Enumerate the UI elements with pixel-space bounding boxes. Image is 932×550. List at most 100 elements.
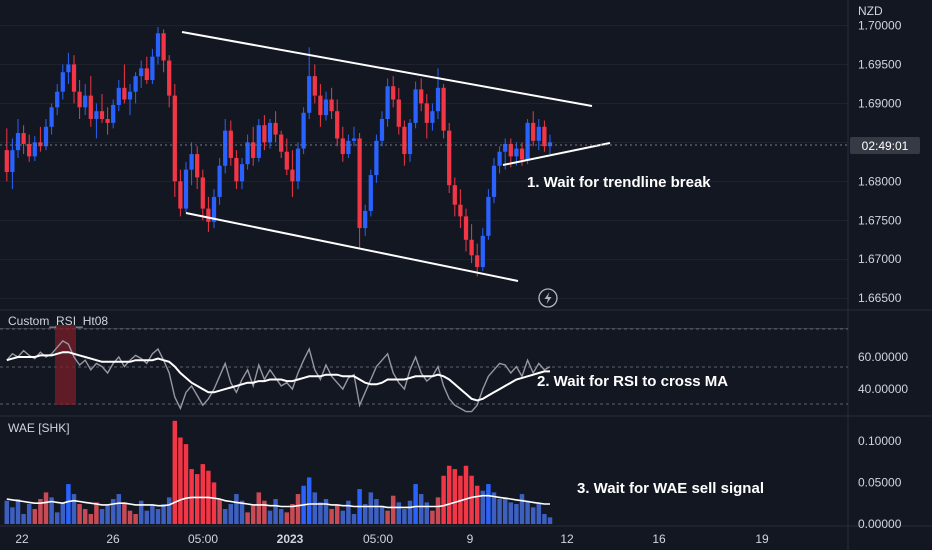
annotation-trendline-break: 1. Wait for trendline break: [527, 174, 711, 191]
candle-body: [183, 169, 189, 209]
wae-bar: [368, 492, 374, 524]
candle-body: [200, 177, 205, 209]
upper-channel-trendline[interactable]: [181, 31, 593, 107]
candle-body: [155, 33, 161, 57]
candle-body: [290, 169, 295, 182]
replay-button[interactable]: [538, 288, 558, 308]
wae-bar: [239, 500, 245, 524]
candle-body: [116, 87, 121, 105]
wae-bar: [519, 494, 525, 524]
candle-body: [111, 104, 116, 123]
candle-body: [133, 76, 138, 92]
candle-body: [542, 126, 547, 147]
candle-body: [329, 99, 334, 112]
candle-body: [245, 142, 250, 165]
wae-bar: [133, 514, 138, 524]
wae-bar: [54, 512, 60, 524]
wae-bar: [318, 502, 323, 524]
wae-bar: [71, 494, 77, 524]
wae-bar: [110, 499, 116, 524]
wae-bar: [435, 497, 441, 524]
wae-bar: [430, 510, 435, 524]
wae-bar: [250, 505, 256, 524]
candle-body: [127, 91, 133, 100]
candle-body: [385, 86, 390, 119]
time-tick-label: 19: [755, 532, 769, 546]
wae-bar: [222, 509, 228, 524]
wae-bar: [189, 469, 194, 524]
wae-bar: [290, 504, 295, 524]
replay-circle[interactable]: [538, 288, 558, 308]
wae-bar: [77, 504, 82, 524]
wae-bar: [15, 499, 21, 524]
candle-body: [295, 148, 301, 182]
rsi-upper-band-line: [0, 328, 848, 329]
candle-body: [32, 142, 37, 157]
wae-bar: [60, 502, 66, 524]
breakout-trendline[interactable]: [502, 142, 611, 166]
wae-bar: [94, 502, 99, 524]
candle-body: [547, 142, 553, 147]
time-tick-label: 12: [560, 532, 574, 546]
time-tick-label: 9: [467, 532, 474, 546]
wae-bar: [21, 514, 26, 524]
wae-bar: [122, 502, 127, 524]
wae-bar: [441, 475, 446, 524]
candlestick-series: [4, 27, 553, 277]
wae-bar: [402, 509, 407, 524]
wae-tick-label: 0.00000: [858, 517, 902, 531]
candle-body: [536, 126, 541, 141]
candle-body: [139, 68, 144, 77]
rsi-tick-label: 60.00000: [858, 350, 908, 364]
wae-bar: [396, 502, 402, 524]
rsi-line: [6, 340, 551, 413]
countdown-text: 02:49:01: [862, 139, 909, 153]
wae-bar: [82, 509, 88, 524]
candle-body: [486, 196, 491, 236]
wae-bar: [194, 474, 200, 524]
time-tick-label: 26: [106, 532, 120, 546]
wae-bar: [150, 505, 155, 524]
rsi-indicator-title[interactable]: Custom_RSI_Ht08: [8, 314, 108, 328]
candle-body: [234, 157, 239, 182]
wae-bar: [474, 485, 480, 524]
candle-body: [150, 56, 155, 81]
wae-bar: [542, 514, 547, 524]
wae-bar: [525, 500, 530, 524]
wae-indicator-title[interactable]: WAE [SHK]: [8, 421, 70, 435]
wae-pane[interactable]: [4, 420, 553, 524]
candle-body: [346, 140, 351, 155]
wae-axis[interactable]: 0.10000 0.05000 0.00000: [858, 434, 902, 531]
rsi-tick-label: 40.00000: [858, 382, 908, 396]
rsi-pane[interactable]: [6, 340, 551, 413]
rsi-ma-line: [6, 351, 550, 402]
wae-bar: [228, 504, 234, 524]
candle-body: [351, 138, 357, 141]
candle-body: [368, 175, 373, 211]
wae-explosion-line: [6, 494, 550, 509]
candle-body: [167, 60, 172, 96]
trendline-drawings[interactable]: [181, 31, 611, 282]
price-tick-label: 1.67000: [858, 252, 902, 266]
wae-bar: [138, 500, 144, 524]
rsi-axis[interactable]: 60.00000 40.00000: [858, 350, 908, 396]
wae-bar: [374, 499, 379, 524]
wae-bar: [362, 504, 368, 524]
wae-bar: [211, 482, 217, 524]
wae-bar: [469, 475, 474, 524]
candle-body: [189, 154, 194, 170]
currency-label: NZD: [858, 4, 883, 18]
time-axis[interactable]: 22 26 05:00 2023 05:00 9 12 16 19: [15, 532, 769, 546]
candle-body: [71, 64, 77, 92]
candle-body: [424, 103, 429, 123]
candle-body: [99, 111, 105, 119]
countdown-badge: 02:49:01: [850, 137, 920, 154]
candle-body: [312, 76, 317, 96]
wae-bar: [172, 420, 178, 524]
lower-channel-trendline[interactable]: [185, 212, 519, 282]
wae-bar: [116, 494, 122, 524]
wae-bar: [385, 510, 390, 524]
wae-bar: [547, 517, 553, 524]
candle-body: [77, 91, 82, 108]
